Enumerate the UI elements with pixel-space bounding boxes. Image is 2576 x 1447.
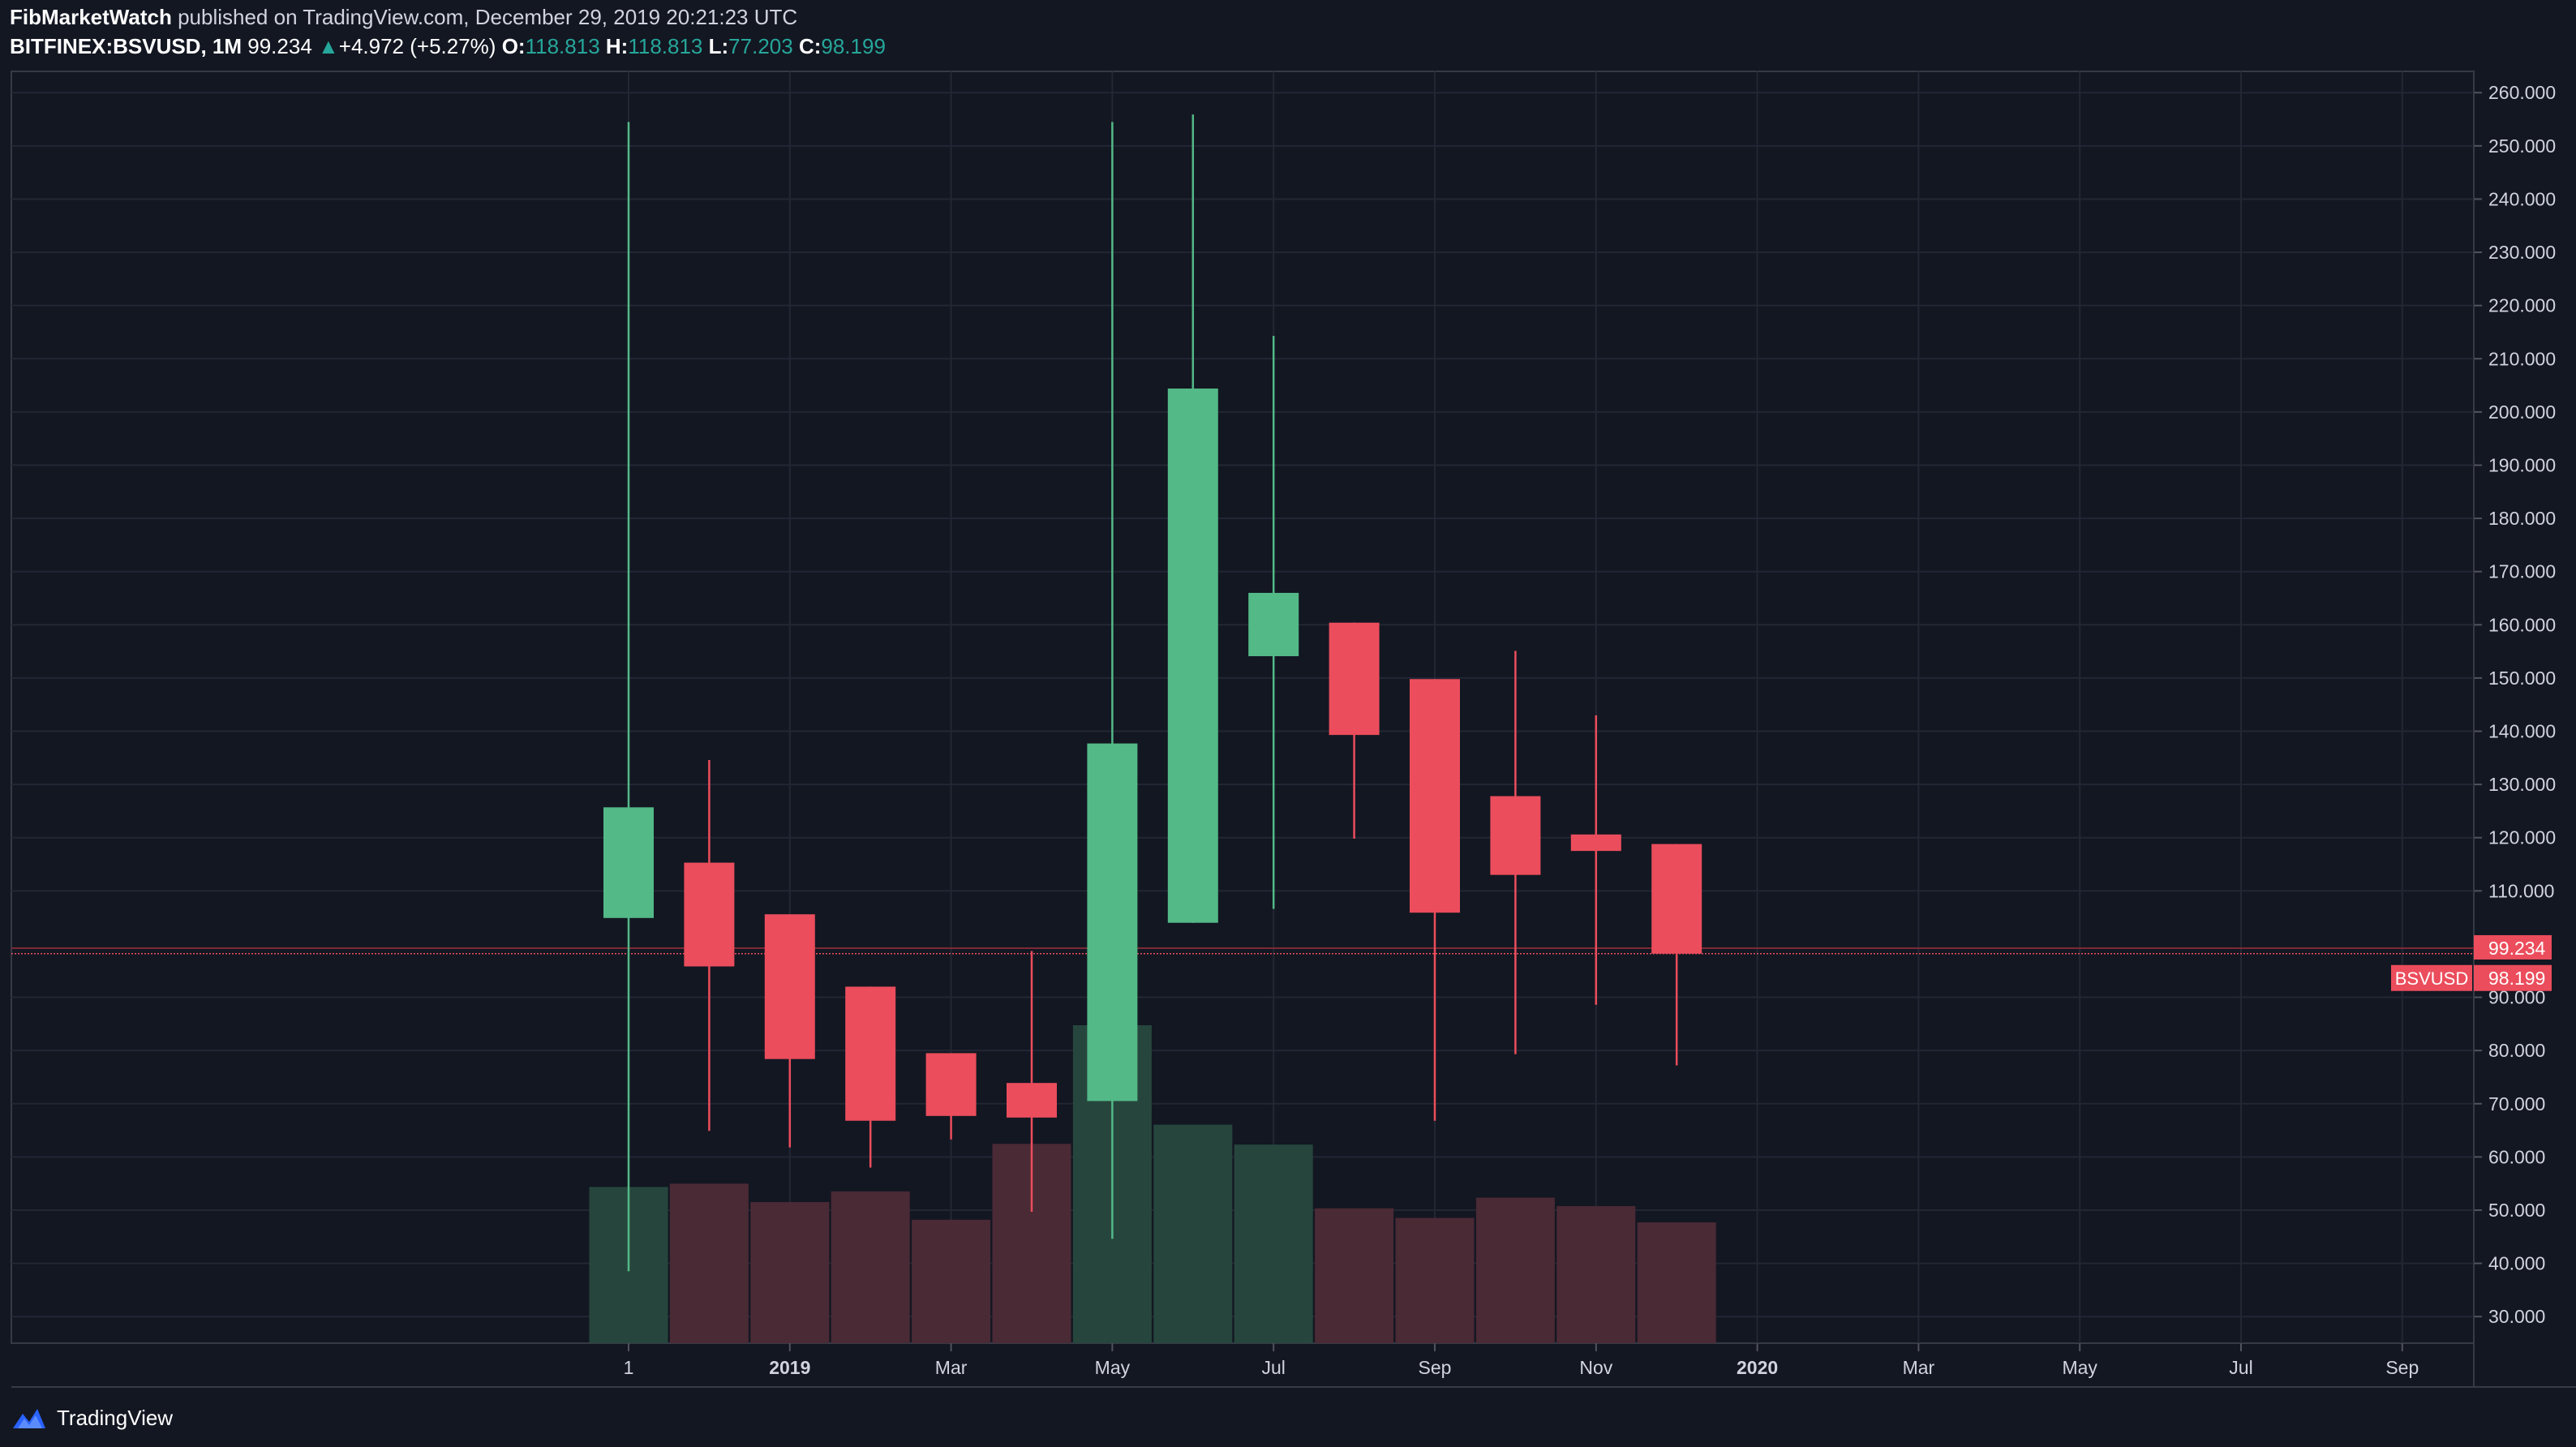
y-tick-label: 180.000: [2488, 508, 2556, 529]
candle-body[interactable]: [764, 914, 815, 1059]
change-value: +4.972 (+5.27%): [338, 34, 496, 58]
y-tick-label: 110.000: [2488, 880, 2554, 901]
y-tick-label: 230.000: [2488, 242, 2556, 263]
footer: TradingView: [10, 1398, 173, 1437]
volume-bar[interactable]: [1395, 1217, 1475, 1343]
y-tick-label: 150.000: [2488, 668, 2556, 689]
x-tick-label: Nov: [1579, 1357, 1612, 1378]
low-label: L:: [708, 34, 729, 58]
last-price-tag: [2474, 934, 2552, 960]
candle-body[interactable]: [603, 807, 654, 918]
symbol-tag: [2391, 964, 2472, 991]
x-tick-label: May: [2062, 1357, 2097, 1378]
x-tick-label: 2020: [1737, 1357, 1778, 1378]
open-label: O:: [501, 34, 526, 58]
x-tick-label: 2019: [769, 1357, 810, 1378]
y-tick-label: 190.000: [2488, 454, 2556, 475]
candle-body[interactable]: [1007, 1083, 1057, 1118]
y-tick-label: 200.000: [2488, 401, 2556, 423]
candle-body[interactable]: [845, 986, 896, 1121]
y-tick-label: 70.000: [2488, 1093, 2545, 1114]
low-value: 77.203: [728, 34, 793, 58]
y-tick-label: 260.000: [2488, 82, 2556, 103]
candle-body[interactable]: [925, 1053, 977, 1116]
y-tick-label: 120.000: [2488, 827, 2556, 848]
high-value: 118.813: [628, 34, 703, 58]
y-tick-label: 40.000: [2488, 1253, 2545, 1274]
open-value: 118.813: [525, 34, 600, 58]
y-tick-label: 130.000: [2488, 774, 2556, 795]
tradingview-logo-icon[interactable]: [10, 1404, 49, 1432]
chart-header: FibMarketWatch published on TradingView.…: [0, 0, 2576, 65]
x-tick-label: Mar: [935, 1357, 968, 1378]
y-tick-label: 60.000: [2488, 1146, 2545, 1167]
symbol-tag-label: BSVUSD: [2395, 968, 2468, 989]
candle-body[interactable]: [1167, 389, 1218, 923]
close-label: C:: [798, 34, 822, 58]
candle-body[interactable]: [1248, 592, 1299, 657]
volume-bar[interactable]: [1556, 1206, 1636, 1343]
candle-body[interactable]: [684, 862, 735, 967]
x-tick-label: May: [1095, 1357, 1131, 1378]
candle-body[interactable]: [1490, 796, 1541, 875]
x-tick-label: Mar: [1903, 1357, 1935, 1378]
author-name[interactable]: FibMarketWatch: [10, 5, 172, 29]
candle-body[interactable]: [1570, 834, 1621, 852]
published-text: published on TradingView.com, December 2…: [178, 5, 798, 29]
symbol-label: BITFINEX:BSVUSD, 1M: [10, 34, 243, 58]
y-tick-label: 220.000: [2488, 295, 2556, 316]
y-tick-label: 140.000: [2488, 721, 2556, 742]
volume-bar[interactable]: [1234, 1144, 1313, 1343]
volume-bar[interactable]: [669, 1183, 749, 1343]
x-tick-label: Sep: [2385, 1357, 2419, 1378]
x-tick-label: Jul: [1261, 1357, 1285, 1378]
close-price-tag: [2474, 964, 2552, 991]
x-tick-label: 1: [624, 1357, 634, 1378]
volume-bar[interactable]: [750, 1202, 830, 1343]
x-tick-label: Jul: [2229, 1357, 2252, 1378]
last-price-label: 99.234: [2488, 938, 2546, 959]
y-tick-label: 80.000: [2488, 1040, 2545, 1061]
close-price-label: 98.199: [2488, 968, 2545, 989]
volume-bar[interactable]: [1315, 1208, 1394, 1343]
y-tick-label: 170.000: [2488, 561, 2556, 582]
volume-bar[interactable]: [1637, 1222, 1716, 1343]
close-value: 98.199: [821, 34, 886, 58]
candle-body[interactable]: [1329, 622, 1380, 736]
y-tick-label: 30.000: [2488, 1306, 2545, 1327]
y-tick-label: 250.000: [2488, 135, 2556, 157]
x-tick-label: Sep: [1419, 1357, 1452, 1378]
ohlc-line: BITFINEX:BSVUSD, 1M 99.234 ▲+4.972 (+5.2…: [10, 34, 886, 59]
candle-body[interactable]: [1087, 743, 1138, 1101]
candle-body[interactable]: [1410, 679, 1460, 913]
high-label: H:: [605, 34, 629, 58]
y-tick-label: 210.000: [2488, 348, 2556, 369]
volume-bar[interactable]: [1153, 1124, 1233, 1343]
last-price: 99.234: [247, 34, 312, 58]
y-tick-label: 240.000: [2488, 188, 2556, 209]
change-arrow-icon: ▲: [318, 34, 339, 58]
publish-line: FibMarketWatch published on TradingView.…: [10, 5, 797, 30]
y-tick-label: 160.000: [2488, 614, 2556, 635]
footer-brand[interactable]: TradingView: [57, 1405, 174, 1430]
y-tick-label: 50.000: [2488, 1200, 2545, 1221]
volume-bar[interactable]: [1475, 1197, 1555, 1343]
volume-bar[interactable]: [912, 1219, 991, 1343]
candle-body[interactable]: [1651, 844, 1702, 954]
volume-bar[interactable]: [831, 1191, 910, 1343]
